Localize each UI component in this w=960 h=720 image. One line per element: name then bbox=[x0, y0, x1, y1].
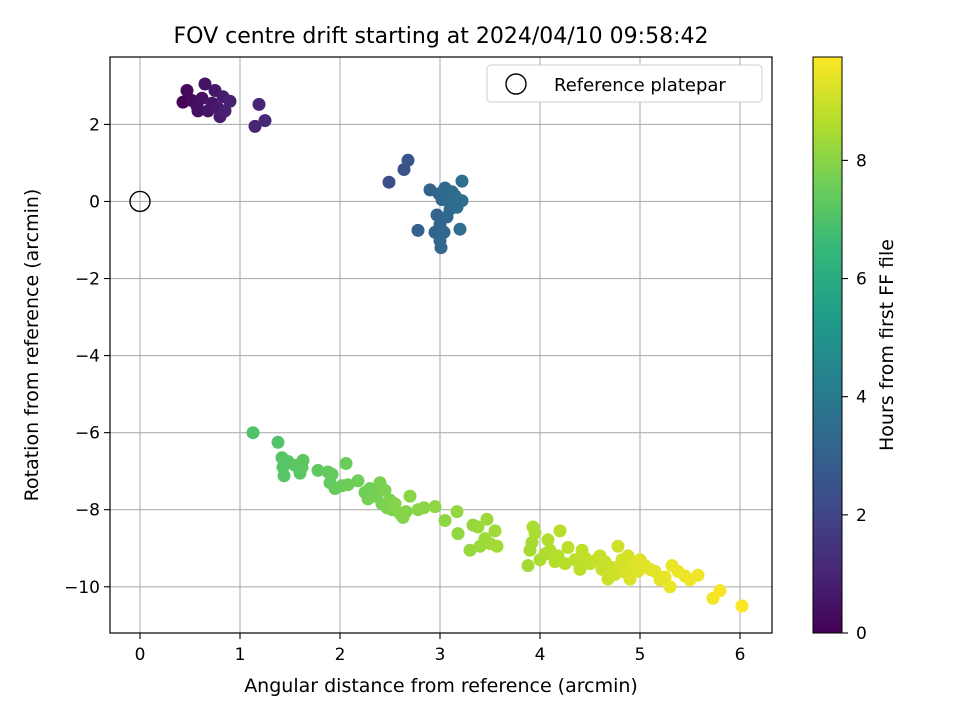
data-point bbox=[434, 241, 448, 255]
x-tick-label: 3 bbox=[435, 645, 446, 665]
data-point bbox=[223, 94, 237, 108]
reference-marker bbox=[129, 190, 151, 213]
colorbar-tick-label: 6 bbox=[856, 270, 867, 290]
data-point bbox=[455, 194, 469, 208]
data-point bbox=[658, 570, 672, 584]
colorbar-tick-label: 0 bbox=[856, 624, 867, 644]
data-point bbox=[521, 559, 535, 573]
data-point bbox=[248, 119, 262, 133]
data-point bbox=[438, 514, 452, 527]
data-point bbox=[341, 478, 355, 492]
data-point bbox=[271, 435, 285, 449]
data-point bbox=[428, 500, 442, 514]
x-axis-label: Angular distance from reference (arcmin) bbox=[244, 675, 638, 697]
y-tick-label: −6 bbox=[75, 424, 100, 444]
data-point bbox=[480, 512, 494, 526]
data-point bbox=[691, 568, 705, 582]
data-point bbox=[663, 580, 677, 594]
data-point bbox=[339, 457, 353, 470]
data-point bbox=[453, 222, 467, 236]
data-point bbox=[490, 539, 504, 553]
plot-area: 0 1 2 3 4 5 6 2 0 −2 −4 −6 −8 −10 bbox=[64, 56, 773, 665]
data-point bbox=[561, 541, 575, 554]
data-point bbox=[378, 483, 392, 497]
legend-box bbox=[486, 64, 763, 103]
data-point bbox=[252, 97, 266, 111]
data-point bbox=[403, 489, 417, 503]
colorbar: 0 2 4 6 8 Hours from first FF file bbox=[812, 56, 898, 644]
grid-lines bbox=[110, 57, 772, 633]
data-point bbox=[296, 453, 310, 467]
data-point bbox=[437, 225, 451, 239]
data-point bbox=[195, 91, 209, 105]
data-point bbox=[218, 104, 232, 118]
data-point bbox=[246, 426, 260, 440]
y-tick-label: −4 bbox=[75, 347, 100, 367]
colorbar-tick-label: 2 bbox=[856, 506, 867, 526]
data-point bbox=[399, 505, 413, 519]
data-point bbox=[713, 584, 727, 598]
x-tick-label: 2 bbox=[335, 645, 346, 665]
colorbar-gradient bbox=[812, 56, 843, 634]
y-axis-label: Rotation from reference (arcmin) bbox=[21, 189, 43, 502]
y-tick-label: 2 bbox=[89, 115, 100, 135]
legend-entry-reference-platepar: Reference platepar bbox=[554, 75, 726, 96]
data-point bbox=[541, 533, 555, 547]
colorbar-tick-label: 4 bbox=[856, 388, 867, 408]
y-tick-label: −10 bbox=[64, 578, 100, 598]
y-tick-label: −2 bbox=[75, 270, 100, 290]
legend: Reference platepar bbox=[486, 64, 763, 103]
colorbar-tick-label: 8 bbox=[856, 151, 867, 171]
data-point bbox=[471, 520, 485, 534]
x-tick-label: 1 bbox=[235, 645, 246, 665]
data-point bbox=[573, 562, 587, 576]
data-point bbox=[528, 526, 542, 540]
data-point bbox=[198, 77, 212, 91]
data-point bbox=[180, 84, 194, 97]
colorbar-label: Hours from first FF file bbox=[876, 239, 898, 451]
reference-point bbox=[129, 190, 151, 213]
data-point bbox=[623, 572, 637, 586]
data-point bbox=[417, 501, 431, 515]
data-point bbox=[558, 557, 572, 571]
data-point bbox=[450, 505, 464, 519]
data-points bbox=[176, 77, 749, 613]
y-tick-label: 0 bbox=[89, 192, 100, 212]
y-tick-label: −8 bbox=[75, 501, 100, 521]
colorbar-ticks: 0 2 4 6 8 bbox=[842, 151, 867, 644]
data-point bbox=[277, 469, 291, 483]
x-axis-ticks: 0 1 2 3 4 5 6 bbox=[135, 633, 746, 665]
data-point bbox=[553, 524, 567, 538]
data-point bbox=[455, 174, 469, 188]
data-point bbox=[311, 463, 325, 477]
y-axis-ticks: 2 0 −2 −4 −6 −8 −10 bbox=[64, 115, 110, 598]
data-point bbox=[191, 104, 205, 118]
data-point bbox=[258, 114, 272, 128]
data-point bbox=[382, 175, 396, 189]
data-point bbox=[568, 553, 582, 567]
data-point bbox=[611, 539, 625, 553]
x-tick-label: 4 bbox=[535, 645, 546, 665]
data-point bbox=[735, 599, 749, 613]
data-point bbox=[401, 153, 415, 167]
data-point bbox=[451, 527, 465, 541]
data-point bbox=[411, 223, 425, 237]
x-tick-label: 5 bbox=[635, 645, 646, 665]
data-point bbox=[463, 543, 477, 557]
plot-frame bbox=[109, 56, 773, 634]
x-tick-label: 0 bbox=[135, 645, 146, 665]
x-tick-label: 6 bbox=[735, 645, 746, 665]
legend-marker-open-circle bbox=[505, 73, 527, 95]
data-point bbox=[488, 524, 502, 538]
data-point bbox=[325, 467, 339, 481]
data-point bbox=[351, 474, 365, 488]
data-point bbox=[388, 497, 402, 511]
chart-title: FOV centre drift starting at 2024/04/10 … bbox=[174, 24, 709, 49]
